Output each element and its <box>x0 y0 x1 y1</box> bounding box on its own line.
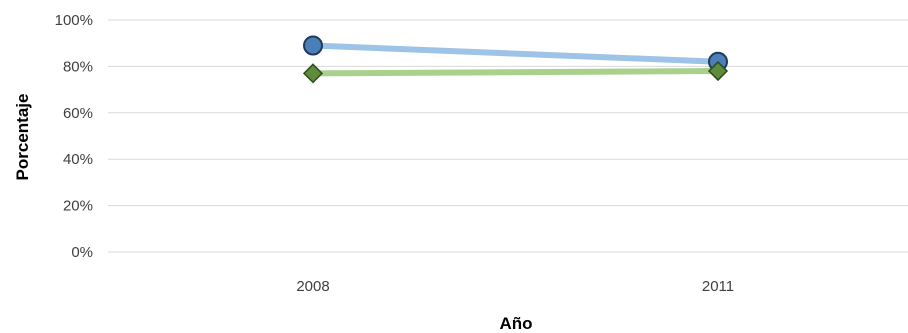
y-tick-labels: 0% 20% 40% 60% 80% 100% <box>55 12 93 261</box>
y-tick-label: 80% <box>63 58 93 75</box>
series-1-line <box>310 42 721 65</box>
x-axis-title: Año <box>499 314 532 333</box>
x-tick-label: 2011 <box>702 278 734 295</box>
gridlines <box>108 19 908 253</box>
y-tick-label: 60% <box>63 105 93 122</box>
series-2-point <box>302 63 324 84</box>
y-tick-label: 0% <box>71 244 93 261</box>
x-tick-labels: 2008 2011 <box>296 278 734 295</box>
series-2-line <box>310 68 721 77</box>
series-2-point <box>707 60 729 82</box>
x-tick-label: 2008 <box>296 278 329 295</box>
y-tick-label: 100% <box>55 12 93 29</box>
y-tick-label: 40% <box>63 151 93 168</box>
series-1-point <box>303 35 323 56</box>
y-tick-label: 20% <box>63 198 93 215</box>
y-axis-title: Porcentaje <box>13 94 32 181</box>
series-group <box>302 35 729 84</box>
